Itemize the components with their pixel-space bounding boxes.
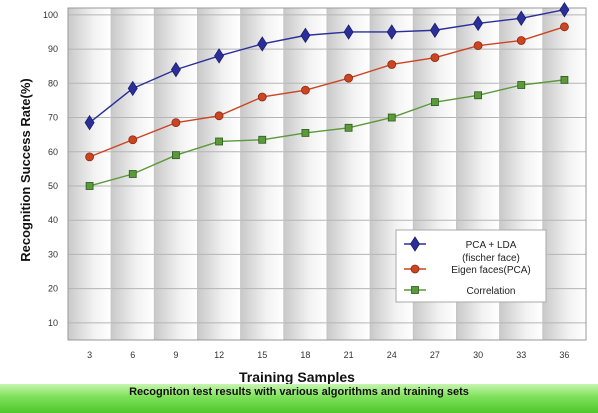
data-point <box>387 60 397 69</box>
data-point <box>258 135 267 144</box>
legend-marker <box>411 286 419 294</box>
y-tick-label: 40 <box>48 215 58 225</box>
series-line <box>89 9 565 124</box>
x-tick-label: 21 <box>344 350 354 360</box>
y-tick-label: 100 <box>43 10 58 20</box>
plot-border <box>67 7 587 341</box>
x-tick-label: 15 <box>257 350 267 360</box>
y-tick-label: 80 <box>48 78 58 88</box>
data-point <box>128 170 137 178</box>
series-diamond <box>84 1 570 131</box>
x-tick-label: 18 <box>300 350 310 360</box>
legend-label: PCA + LDA <box>466 240 517 251</box>
data-point <box>560 75 569 84</box>
series-square <box>85 75 569 190</box>
data-point <box>128 135 138 145</box>
x-tick-label: 12 <box>214 350 224 360</box>
legend-label: Eigen faces(PCA) <box>451 265 530 276</box>
x-tick-label: 27 <box>430 350 440 360</box>
x-tick-label: 24 <box>387 350 397 360</box>
y-tick-label: 70 <box>48 113 58 123</box>
data-point <box>301 129 310 137</box>
x-tick-label: 6 <box>130 350 135 360</box>
y-tick-label: 10 <box>48 318 58 328</box>
data-point <box>517 81 526 89</box>
data-point <box>344 73 353 83</box>
data-point <box>386 24 397 40</box>
x-tick-label: 36 <box>559 350 569 360</box>
y-axis-title: Recognition Success Rate(%) <box>18 78 33 262</box>
y-tick-label: 50 <box>48 181 58 191</box>
legend-marker <box>410 236 420 252</box>
data-point <box>300 27 311 44</box>
data-point <box>474 91 482 100</box>
x-axis-title: Training Samples <box>239 369 355 385</box>
legend: PCA + LDA (fischer face)Eigen faces(PCA) C… <box>395 229 547 303</box>
series-line <box>89 79 565 187</box>
y-tick-label: 30 <box>48 249 58 259</box>
series-line <box>89 26 565 158</box>
plot-column <box>542 8 586 340</box>
data-point <box>85 152 94 162</box>
plot-column <box>283 8 327 340</box>
plot-column <box>240 8 284 340</box>
data-point <box>429 22 440 38</box>
series-circle <box>85 22 569 162</box>
data-point <box>172 151 180 160</box>
data-point <box>84 114 95 131</box>
chart-caption: Recogniton test results with various alg… <box>129 386 469 398</box>
legend-label: (fischer face) <box>462 253 520 264</box>
data-point <box>127 80 138 97</box>
data-point <box>516 36 526 45</box>
plot-column <box>154 8 198 340</box>
x-tick-label: 30 <box>473 350 483 360</box>
data-point <box>257 36 268 52</box>
data-point <box>516 10 527 27</box>
data-point <box>431 98 439 107</box>
legend-label: Correlation <box>467 286 516 297</box>
data-point <box>344 123 353 132</box>
data-point <box>301 85 310 95</box>
data-point <box>215 137 223 146</box>
data-point <box>214 111 224 121</box>
data-point <box>85 182 94 190</box>
data-point <box>170 61 181 78</box>
caption-bar <box>0 384 598 413</box>
data-point <box>214 48 225 64</box>
data-point <box>473 15 484 32</box>
plot-column <box>68 8 112 340</box>
data-point <box>559 1 570 18</box>
data-point <box>430 53 440 63</box>
x-tick-label: 9 <box>173 350 178 360</box>
data-point <box>560 22 569 32</box>
y-tick-label: 90 <box>48 44 58 54</box>
data-point <box>473 41 483 51</box>
data-point <box>257 92 267 102</box>
data-point <box>387 113 396 122</box>
data-point <box>171 118 181 128</box>
data-point <box>343 24 354 40</box>
y-tick-label: 20 <box>48 284 58 294</box>
x-tick-label: 3 <box>87 350 92 360</box>
x-tick-label: 33 <box>516 350 526 360</box>
legend-marker <box>410 264 420 274</box>
y-tick-label: 60 <box>48 147 58 157</box>
plot-column <box>327 8 371 340</box>
